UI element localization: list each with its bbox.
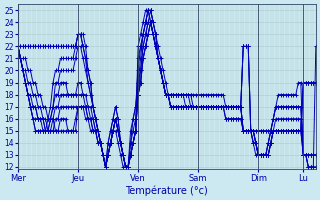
X-axis label: Température (°c): Température (°c) <box>125 185 208 196</box>
